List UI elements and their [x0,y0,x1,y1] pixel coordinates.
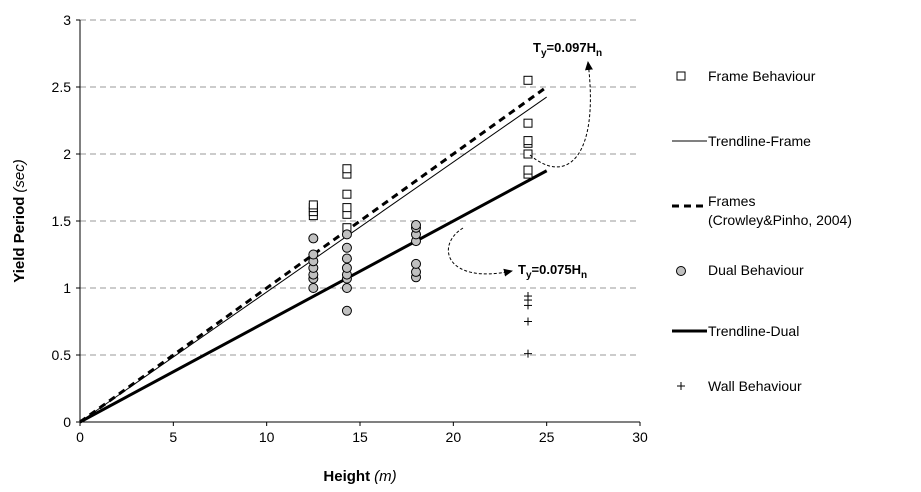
frame-point [342,164,352,174]
x-tick-label: 5 [169,429,177,445]
dual-point [308,233,319,244]
dual-point [308,249,319,260]
x-ticks: 0 5 10 15 20 25 30 [76,422,648,445]
legend-label-wall: Wall Behaviour [708,378,802,394]
frame-point [523,75,533,85]
legend-marker-dual [676,266,686,276]
annotation-frame-equation: Ty=0.097Hn [533,40,602,59]
frame-point [523,149,533,159]
y-tick-label: 2.5 [52,79,72,95]
legend-label-dual: Dual Behaviour [708,262,804,278]
annotation-arrow-dual [447,227,513,277]
x-tick-label: 25 [539,429,555,445]
y-tick-label: 1 [63,280,71,296]
legend-label-frames: Frames [708,193,755,209]
dual-point [341,305,352,316]
frame-point [523,136,533,146]
x-tick-label: 10 [259,429,275,445]
y-tick-label: 0 [63,414,71,430]
y-tick-label: 2 [63,146,71,162]
frame-point [523,118,533,128]
annotation-arrow-frame [529,61,593,168]
y-axis-title: Yield Period(sec) [11,159,28,282]
legend-label-trendline-dual: Trendline-Dual [708,323,799,339]
annotation-dual-equation: Ty=0.075Hn [518,262,587,281]
frame-point [523,165,533,175]
frame-point [342,203,352,213]
wall-point [524,317,532,326]
dual-point [341,242,352,253]
x-axis-title: Height (m) [323,468,396,485]
legend-label-frames-citation: (Crowley&Pinho, 2004) [708,212,852,228]
x-tick-label: 20 [446,429,462,445]
data-points [308,75,533,358]
x-tick-label: 30 [632,429,648,445]
dual-point [341,253,352,264]
wall-point [524,349,532,358]
dual-point [341,262,352,273]
dual-point [341,229,352,240]
y-tick-label: 0.5 [52,347,72,363]
dual-point [411,258,421,269]
legend-marker-wall [677,382,685,390]
frame-point [342,189,352,199]
frame-point [308,200,318,210]
y-ticks: 0 0.5 1 1.5 2 2.5 3 [52,12,80,430]
legend-marker-frame [676,71,686,81]
legend: Frame Behaviour Trendline-Frame Frames (… [672,68,852,394]
dual-point [308,283,319,293]
y-tick-label: 1.5 [52,213,72,229]
legend-label-trendline-frame: Trendline-Frame [708,133,811,149]
y-tick-label: 3 [63,12,71,28]
dual-point [341,283,352,293]
gridlines [80,19,640,356]
x-tick-label: 15 [352,429,368,445]
wall-point [524,292,532,301]
dual-point [411,220,421,231]
legend-label-frame: Frame Behaviour [708,68,816,84]
x-tick-label: 0 [76,429,84,445]
trendline-dual [79,169,548,424]
